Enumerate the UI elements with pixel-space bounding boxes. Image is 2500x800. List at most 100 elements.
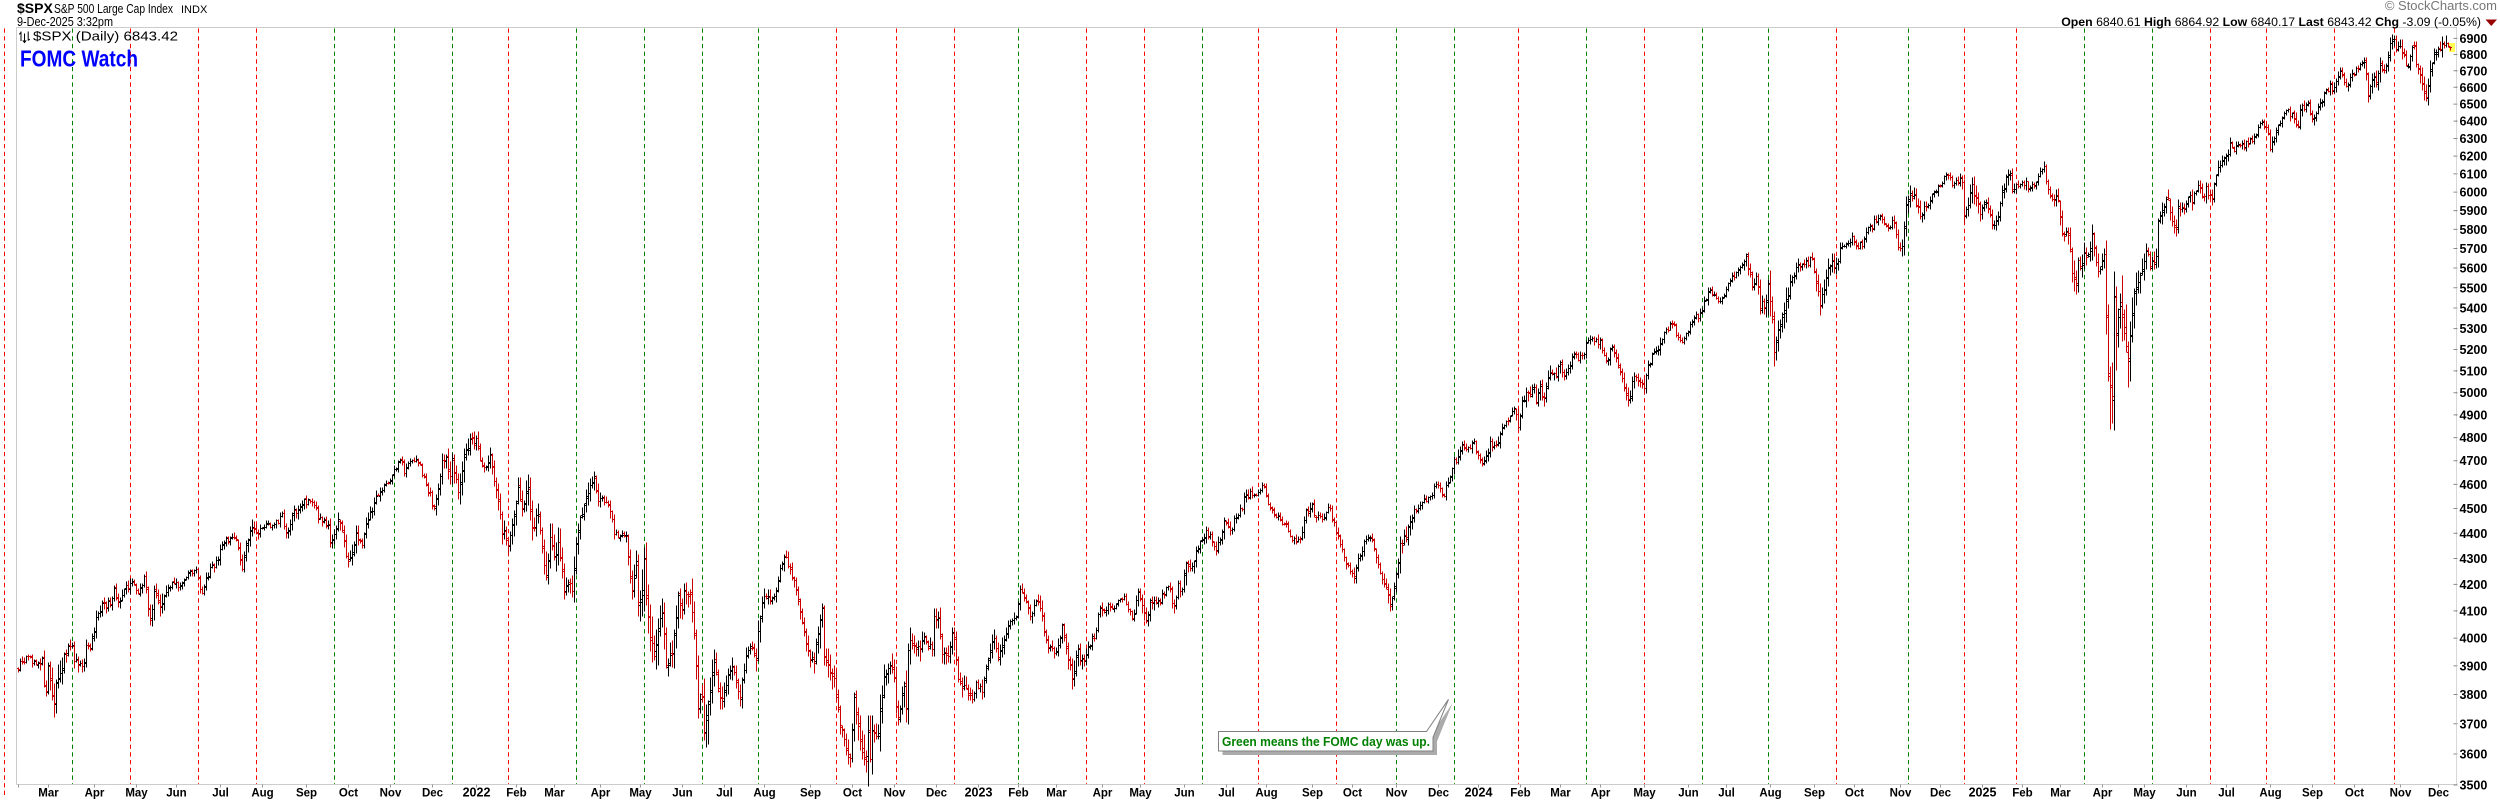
svg-text:Sep: Sep [800, 788, 821, 800]
svg-text:May: May [629, 788, 652, 800]
svg-text:4700: 4700 [2460, 454, 2488, 468]
svg-text:2022: 2022 [463, 786, 491, 800]
svg-text:Apr: Apr [1591, 788, 1611, 800]
svg-text:6600: 6600 [2460, 81, 2488, 95]
svg-text:INDX: INDX [181, 4, 208, 16]
svg-text:Jun: Jun [672, 788, 692, 800]
svg-text:$SPX: $SPX [17, 0, 53, 16]
svg-text:Nov: Nov [1386, 788, 1408, 800]
svg-text:3800: 3800 [2460, 688, 2488, 702]
svg-text:Mar: Mar [38, 788, 59, 800]
svg-text:2023: 2023 [965, 786, 993, 800]
svg-text:4300: 4300 [2460, 552, 2488, 566]
svg-text:5200: 5200 [2460, 343, 2488, 357]
svg-text:Mar: Mar [1046, 788, 1067, 800]
svg-text:6700: 6700 [2460, 64, 2488, 78]
svg-text:2024: 2024 [1465, 786, 1493, 800]
svg-text:Jun: Jun [1678, 788, 1698, 800]
svg-text:Jul: Jul [716, 788, 733, 800]
svg-text:4200: 4200 [2460, 578, 2488, 592]
svg-text:6800: 6800 [2460, 48, 2488, 62]
svg-text:Mar: Mar [2050, 788, 2071, 800]
svg-text:6100: 6100 [2460, 167, 2488, 181]
svg-text:Aug: Aug [1759, 788, 1781, 800]
svg-text:6200: 6200 [2460, 150, 2488, 164]
svg-text:Sep: Sep [296, 788, 317, 800]
svg-text:3900: 3900 [2460, 659, 2488, 673]
svg-text:Feb: Feb [1008, 788, 1028, 800]
svg-text:Oct: Oct [2345, 788, 2364, 800]
svg-text:Jul: Jul [2218, 788, 2235, 800]
svg-text:Oct: Oct [1343, 788, 1362, 800]
svg-text:4800: 4800 [2460, 431, 2488, 445]
svg-text:May: May [1633, 788, 1656, 800]
svg-text:Sep: Sep [1302, 788, 1323, 800]
svg-text:Jul: Jul [1218, 788, 1235, 800]
svg-text:Jun: Jun [2176, 788, 2196, 800]
svg-text:5700: 5700 [2460, 242, 2488, 256]
svg-text:Aug: Aug [2259, 788, 2281, 800]
svg-text:Oct: Oct [1845, 788, 1864, 800]
svg-text:Feb: Feb [2012, 788, 2032, 800]
svg-text:Dec: Dec [422, 788, 444, 800]
svg-text:2025: 2025 [1969, 786, 1997, 800]
svg-text:3500: 3500 [2460, 779, 2488, 793]
svg-text:May: May [1129, 788, 1152, 800]
svg-text:Sep: Sep [1804, 788, 1825, 800]
svg-text:9-Dec-2025 3:32pm: 9-Dec-2025 3:32pm [17, 15, 113, 29]
svg-text:Apr: Apr [85, 788, 105, 800]
svg-text:Apr: Apr [591, 788, 611, 800]
svg-text:Mar: Mar [1550, 788, 1571, 800]
svg-text:Sep: Sep [2302, 788, 2323, 800]
svg-text:4900: 4900 [2460, 408, 2488, 422]
svg-text:Open 6840.61 High 6864.92 Low: Open 6840.61 High 6864.92 Low 6840.17 La… [2061, 15, 2481, 29]
svg-text:6300: 6300 [2460, 132, 2488, 146]
svg-text:Dec: Dec [1428, 788, 1450, 800]
svg-text:4100: 4100 [2460, 604, 2488, 618]
svg-text:Nov: Nov [380, 788, 402, 800]
svg-text:6400: 6400 [2460, 115, 2488, 129]
svg-text:6500: 6500 [2460, 98, 2488, 112]
svg-text:May: May [125, 788, 148, 800]
svg-text:Feb: Feb [506, 788, 526, 800]
svg-text:Apr: Apr [2093, 788, 2113, 800]
svg-text:6000: 6000 [2460, 186, 2488, 200]
svg-text:5400: 5400 [2460, 302, 2488, 316]
svg-text:Aug: Aug [1255, 788, 1277, 800]
svg-text:Apr: Apr [1093, 788, 1113, 800]
svg-text:3700: 3700 [2460, 717, 2488, 731]
svg-text:4600: 4600 [2460, 478, 2488, 492]
svg-text:6900: 6900 [2460, 32, 2488, 46]
svg-text:Oct: Oct [843, 788, 862, 800]
svg-text:Nov: Nov [884, 788, 906, 800]
svg-text:Nov: Nov [2390, 788, 2412, 800]
svg-text:© StockCharts.com: © StockCharts.com [2385, 0, 2497, 13]
svg-text:Jun: Jun [166, 788, 186, 800]
svg-text:5000: 5000 [2460, 386, 2488, 400]
svg-text:Nov: Nov [1890, 788, 1912, 800]
svg-text:Jul: Jul [1718, 788, 1735, 800]
svg-text:4500: 4500 [2460, 502, 2488, 516]
svg-text:Aug: Aug [753, 788, 775, 800]
svg-text:Mar: Mar [544, 788, 565, 800]
svg-text:3600: 3600 [2460, 748, 2488, 762]
svg-text:Feb: Feb [1510, 788, 1530, 800]
svg-text:S&P 500 Large Cap Index: S&P 500 Large Cap Index [54, 1, 173, 16]
svg-text:Dec: Dec [2428, 788, 2450, 800]
svg-text:4400: 4400 [2460, 527, 2488, 541]
svg-text:Dec: Dec [1930, 788, 1952, 800]
svg-text:5300: 5300 [2460, 322, 2488, 336]
svg-text:4000: 4000 [2460, 632, 2488, 646]
svg-text:FOMC Watch: FOMC Watch [20, 46, 138, 72]
svg-text:5100: 5100 [2460, 364, 2488, 378]
svg-text:Jun: Jun [1174, 788, 1194, 800]
svg-text:5800: 5800 [2460, 223, 2488, 237]
svg-text:Green means the FOMC day was u: Green means the FOMC day was up. [1222, 734, 1430, 749]
svg-text:Oct: Oct [339, 788, 358, 800]
svg-text:Dec: Dec [926, 788, 948, 800]
svg-text:5500: 5500 [2460, 281, 2488, 295]
svg-text:Aug: Aug [251, 788, 273, 800]
svg-text:May: May [2133, 788, 2156, 800]
svg-text:$SPX (Daily) 6843.42: $SPX (Daily) 6843.42 [33, 30, 178, 44]
svg-text:5900: 5900 [2460, 204, 2488, 218]
